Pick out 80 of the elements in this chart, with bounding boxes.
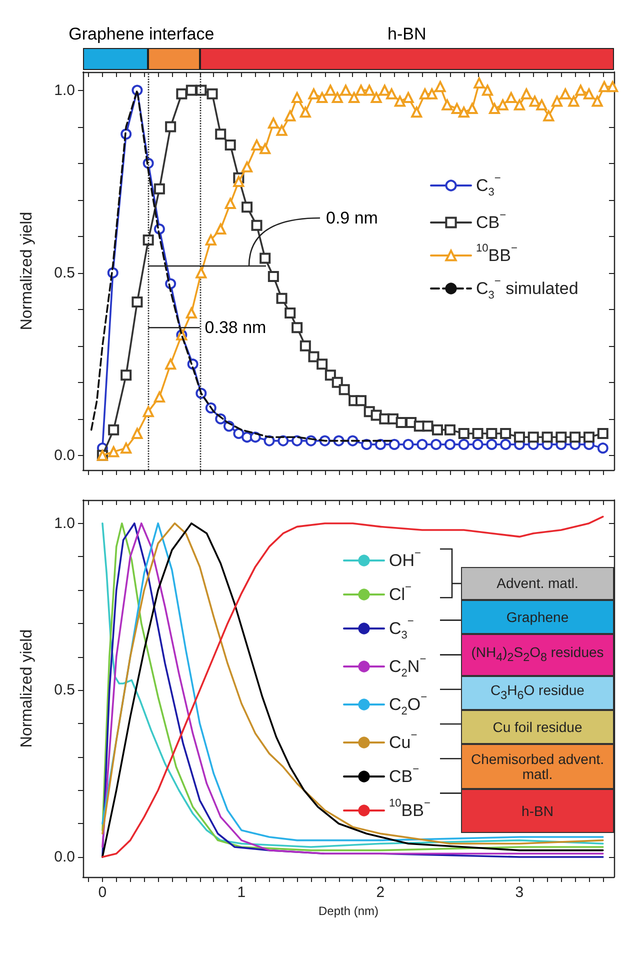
point — [402, 438, 414, 450]
point — [338, 384, 350, 396]
point — [528, 432, 539, 443]
point — [597, 428, 608, 439]
point — [292, 322, 303, 334]
y-axis-title: Normalized yield — [18, 212, 36, 330]
point — [251, 220, 262, 231]
y-tick-label: 1.0 — [54, 514, 75, 532]
y-tick-label: 0.5 — [54, 682, 75, 699]
point — [324, 370, 336, 381]
point — [486, 428, 498, 439]
text: (NH$_{4}$)$_{2}$S$_{2}$O$_{8}$ residues — [471, 644, 604, 664]
legend-label: OH− — [389, 548, 421, 570]
point — [422, 420, 434, 432]
point — [215, 128, 226, 140]
x-tick-label: 1 — [237, 884, 246, 901]
point — [196, 84, 207, 96]
annotation: C$_{3}$H$_{6}$O residue — [490, 682, 584, 703]
legend-label: CB− — [476, 210, 506, 232]
point — [472, 438, 484, 450]
y-tick-label: 0.5 — [54, 264, 75, 282]
y-tick-label: 0.0 — [54, 848, 75, 866]
legend-label: CB− — [389, 764, 420, 786]
annotation: Graphene — [506, 608, 569, 624]
legend-label: Cu− — [389, 730, 418, 752]
point — [284, 307, 296, 318]
text: Graphene interface — [68, 24, 214, 44]
point — [132, 296, 143, 308]
point — [206, 88, 218, 100]
y-tick-label: 1.0 — [54, 82, 75, 99]
point — [374, 438, 386, 450]
point — [444, 438, 456, 450]
point — [486, 438, 498, 450]
x-tick-label: 2 — [376, 884, 385, 901]
point — [416, 438, 428, 450]
annotation: 0.38 nm — [204, 318, 266, 338]
point — [458, 438, 470, 450]
annotation: h-BN — [522, 802, 554, 818]
point — [570, 432, 581, 443]
y-tick-label: 0.0 — [54, 446, 75, 464]
x-axis-title: Depth (nm) — [318, 904, 379, 918]
annotation: Chemisorbed advent. matl. — [470, 750, 606, 782]
point — [242, 202, 253, 213]
point — [278, 435, 289, 446]
x-tick-label: 0 — [98, 884, 107, 901]
point — [276, 292, 288, 304]
point — [556, 432, 567, 443]
legend-label: Cl− — [389, 582, 412, 604]
point — [514, 432, 525, 443]
point — [356, 395, 367, 406]
point — [154, 183, 165, 194]
point — [224, 140, 236, 151]
point — [260, 252, 271, 264]
point — [142, 234, 154, 246]
y-axis-title: Normalized yield — [18, 629, 36, 748]
point — [597, 442, 608, 454]
point — [444, 424, 456, 436]
point — [108, 424, 120, 436]
text: h-BN — [388, 24, 426, 44]
point — [542, 432, 553, 443]
point — [388, 438, 400, 450]
annotation: Advent. matl. — [496, 575, 578, 591]
point — [292, 435, 303, 446]
point — [308, 351, 320, 362]
point — [165, 121, 176, 132]
point — [316, 358, 328, 370]
point — [268, 270, 279, 282]
point — [472, 428, 484, 439]
x-tick-label: 3 — [515, 884, 524, 901]
point — [176, 88, 188, 100]
point — [120, 370, 132, 381]
point — [500, 428, 512, 439]
point — [458, 428, 470, 439]
point — [583, 432, 594, 443]
point — [300, 340, 311, 352]
point — [500, 438, 512, 450]
point — [432, 424, 443, 436]
annotation: Cu foil residue — [492, 718, 582, 734]
annotation: 0.9 nm — [326, 208, 378, 228]
point — [430, 438, 442, 450]
